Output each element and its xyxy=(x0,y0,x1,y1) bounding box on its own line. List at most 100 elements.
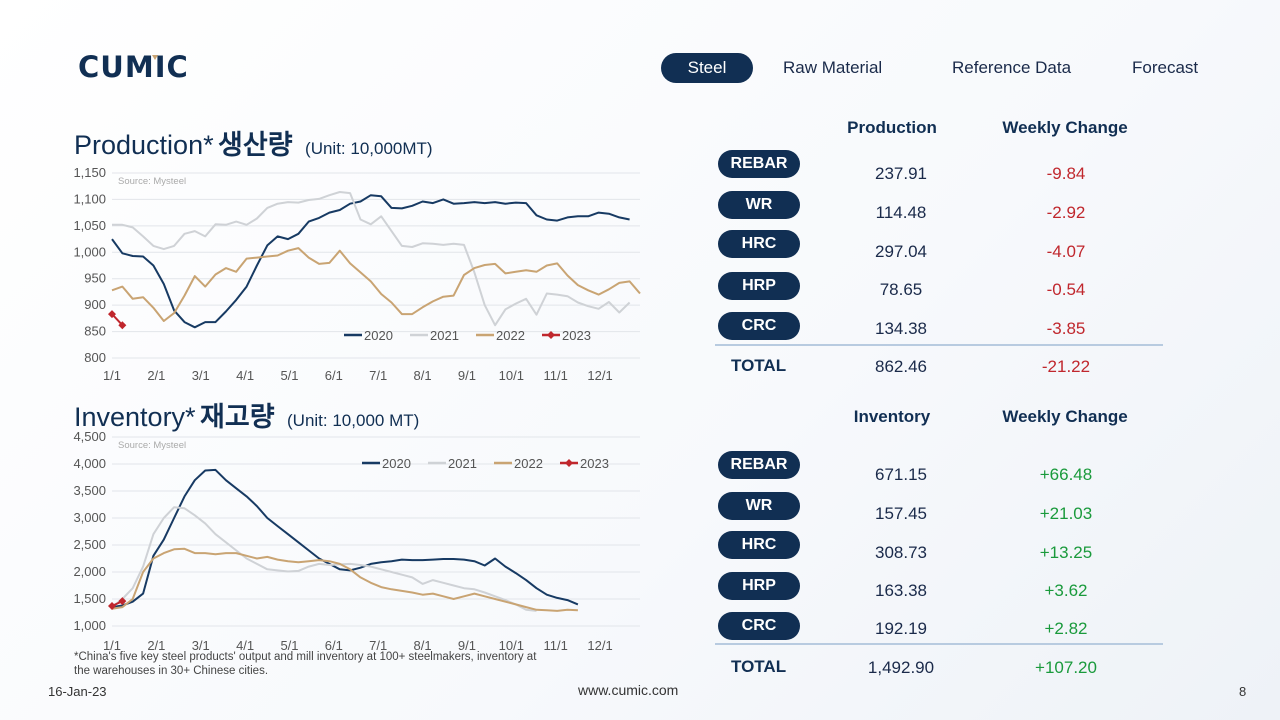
prod-row-hrp-value: 78.65 xyxy=(879,280,923,299)
tab-raw-material[interactable]: Raw Material xyxy=(783,58,883,77)
prod-row-rebar-label: REBAR xyxy=(718,150,800,178)
production-chart: 800 850 900 950 1,000 1,050 1,100 1,150 1/1 2/1 3/… xyxy=(73,165,641,383)
prod-series-2022-line xyxy=(111,247,641,322)
inv-y-tick-label: 1,000 xyxy=(73,618,106,633)
production-change-header: Weekly Change xyxy=(1002,118,1128,137)
prod-x-tick-label: 7/1 xyxy=(369,368,387,383)
inv-source-label: Source: Mysteel xyxy=(118,440,186,451)
production-unit: (Unit: 10,000MT) xyxy=(305,139,433,158)
prod-x-tick-label: 5/1 xyxy=(280,368,298,383)
prod-series-2021-line xyxy=(112,191,631,327)
inventory-title: Inventory* 재고량 (Unit: 10,000 MT) xyxy=(74,395,419,434)
inventory-unit: (Unit: 10,000 MT) xyxy=(287,411,420,430)
inventory-table: Inventory Weekly Change REBAR 671.15 +66… xyxy=(715,407,1165,682)
inv-x-tick-label: 9/1 xyxy=(458,638,476,653)
tab-reference-data[interactable]: Reference Data xyxy=(952,58,1072,77)
footer-url[interactable]: www.cumic.com xyxy=(578,682,679,698)
prod-total-label: TOTAL xyxy=(731,356,787,375)
prod-y-tick-label: 1,100 xyxy=(73,191,106,206)
prod-x-tick-label: 3/1 xyxy=(192,368,210,383)
inv-series-2023-point xyxy=(118,597,127,606)
prod-total-value: 862.46 xyxy=(875,357,927,376)
inv-total-divider xyxy=(715,643,1163,645)
inv-x-tick-label: 7/1 xyxy=(369,638,387,653)
prod-row-rebar-change: -9.84 xyxy=(1046,164,1086,183)
inv-total-label: TOTAL xyxy=(731,657,787,676)
prod-x-tick-label: 6/1 xyxy=(325,368,343,383)
inv-row-hrc-value: 308.73 xyxy=(875,543,927,562)
inventory-chart: 1,000 1,500 2,000 2,500 3,000 3,500 4,000 4,500… xyxy=(73,429,640,653)
footer-date: 16-Jan-23 xyxy=(48,684,107,699)
inv-x-tick-label: 1/1 xyxy=(103,638,121,653)
prod-x-tick-label: 2/1 xyxy=(147,368,165,383)
inv-legend-label-2023: 2023 xyxy=(580,456,609,471)
prod-x-tick-label: 1/1 xyxy=(103,368,121,383)
inv-legend-label-2021: 2021 xyxy=(448,456,477,471)
prod-y-tick-label: 1,150 xyxy=(73,165,106,180)
prod-x-tick-label: 10/1 xyxy=(499,368,524,383)
tab-steel[interactable]: Steel xyxy=(661,53,753,83)
inv-row-rebar-value: 671.15 xyxy=(875,465,927,484)
prod-row-wr-label: WR xyxy=(718,191,800,219)
inv-total-change: +107.20 xyxy=(1035,658,1097,677)
tab-forecast[interactable]: Forecast xyxy=(1132,58,1199,77)
inv-total-value: 1,492.90 xyxy=(867,658,935,677)
prod-row-hrc-value: 297.04 xyxy=(875,242,927,261)
prod-row-crc-label: CRC xyxy=(718,312,800,340)
page-number: 8 xyxy=(1239,684,1247,699)
cumic-logo: CUMIC xyxy=(78,52,188,82)
prod-source-label: Source: Mysteel xyxy=(118,176,186,187)
inventory-change-header: Weekly Change xyxy=(1002,407,1128,426)
inv-row-rebar-change: +66.48 xyxy=(1039,465,1093,484)
inv-x-tick-label: 6/1 xyxy=(325,638,343,653)
inv-legend-label-2020: 2020 xyxy=(382,456,411,471)
inv-series-2021-line xyxy=(111,506,537,612)
logo-accent-icon xyxy=(152,55,158,60)
prod-row-rebar-value: 237.91 xyxy=(875,164,927,183)
inventory-title-main: Inventory* xyxy=(74,402,196,432)
prod-y-tick-label: 850 xyxy=(84,324,106,339)
inv-row-wr-change: +21.03 xyxy=(1039,504,1093,523)
inv-x-tick-label: 11/1 xyxy=(544,638,568,653)
inv-y-tick-label: 4,000 xyxy=(73,456,106,471)
production-title-main: Production* xyxy=(74,130,214,160)
prod-row-hrp-label: HRP xyxy=(718,272,800,300)
inv-row-crc-change: +2.82 xyxy=(1044,619,1088,638)
inv-y-tick-label: 4,500 xyxy=(73,429,106,444)
inv-legend-label-2022: 2022 xyxy=(514,456,543,471)
inv-x-tick-label: 3/1 xyxy=(192,638,210,653)
production-title-ko: 생산량 xyxy=(218,130,293,161)
prod-total-change: -21.22 xyxy=(1041,357,1091,376)
prod-y-tick-label: 950 xyxy=(84,271,106,286)
prod-x-tick-label: 11/1 xyxy=(544,368,568,383)
inv-x-tick-label: 2/1 xyxy=(147,638,165,653)
inv-x-tick-label: 8/1 xyxy=(414,638,432,653)
prod-y-tick-label: 1,050 xyxy=(73,218,106,233)
inventory-title-ko: 재고량 xyxy=(200,402,275,433)
prod-series-2020-line xyxy=(111,194,630,329)
inv-x-tick-label: 4/1 xyxy=(236,638,254,653)
inv-y-tick-label: 3,500 xyxy=(73,483,106,498)
inv-series-2020-line xyxy=(111,468,579,609)
prod-x-tick-label: 12/1 xyxy=(587,368,612,383)
prod-row-crc-value: 134.38 xyxy=(875,319,927,338)
inv-row-hrp-label: HRP xyxy=(718,572,800,600)
prod-series-2023-point xyxy=(118,321,127,330)
inv-series-2022-line xyxy=(111,547,578,612)
prod-row-wr-value: 114.48 xyxy=(875,203,927,222)
production-table: Production Weekly Change REBAR 237.91 -9… xyxy=(715,118,1165,388)
prod-row-hrp-change: -0.54 xyxy=(1046,280,1086,299)
inv-row-hrc-label: HRC xyxy=(718,531,800,559)
prod-y-tick-label: 800 xyxy=(84,350,106,365)
inv-row-crc-label: CRC xyxy=(718,612,800,640)
inv-y-tick-label: 3,000 xyxy=(73,510,106,525)
inv-row-rebar-label: REBAR xyxy=(718,451,800,479)
inv-row-crc-value: 192.19 xyxy=(875,619,927,638)
inv-y-tick-label: 2,500 xyxy=(73,537,106,552)
inv-x-tick-label: 12/1 xyxy=(587,638,612,653)
prod-total-divider xyxy=(715,344,1163,346)
inv-x-tick-label: 5/1 xyxy=(280,638,298,653)
inv-row-wr-value: 157.45 xyxy=(875,504,927,523)
prod-legend-marker-2023 xyxy=(547,331,555,339)
prod-legend-label-2022: 2022 xyxy=(496,328,525,343)
